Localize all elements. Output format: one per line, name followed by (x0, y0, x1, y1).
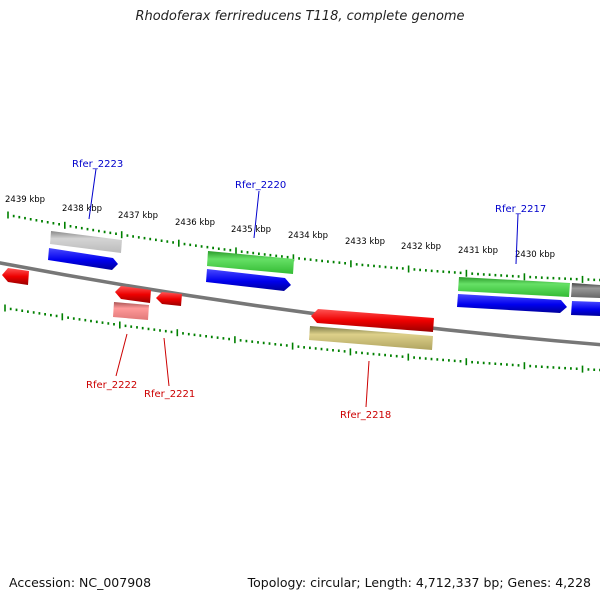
outer-forward-ring (50, 231, 600, 298)
gene-gray-right[interactable] (571, 283, 600, 298)
gene-Rfer_2222-arrow[interactable] (115, 286, 151, 303)
scale-label: 2431 kbp (458, 246, 498, 256)
leader-Rfer_2220 (253, 190, 260, 239)
label-leaders (88, 168, 519, 408)
genome-backbone (0, 261, 600, 347)
gene-Rfer_2217-green[interactable] (458, 277, 570, 297)
gene-blue-right[interactable] (571, 301, 600, 316)
scale-labels: 2439 kbp 2438 kbp 2437 kbp 2436 kbp 2435… (5, 195, 555, 260)
gene-labels: Rfer_2223 Rfer_2220 Rfer_2217 Rfer_2222 … (72, 159, 546, 421)
leader-Rfer_2223 (88, 168, 97, 220)
gene-Rfer_2223-gray[interactable] (50, 231, 122, 253)
gene-Rfer_2218-arrow[interactable] (311, 309, 434, 332)
forward-cds-ring (48, 248, 600, 316)
scale-label: 2438 kbp (62, 204, 102, 214)
topology-text: Topology: circular; Length: 4,712,337 bp… (247, 575, 591, 590)
gene-left-edge-arrow[interactable] (2, 268, 29, 285)
leader-Rfer_2217 (515, 213, 519, 265)
gene-label-Rfer_2222[interactable]: Rfer_2222 (86, 380, 137, 391)
gene-Rfer_2222-pink[interactable] (113, 302, 149, 320)
leader-Rfer_2222 (115, 333, 128, 377)
gene-Rfer_2217-arrow[interactable] (457, 294, 567, 313)
reverse-strand-ticks (4, 304, 600, 373)
scale-label: 2436 kbp (175, 218, 215, 228)
forward-strand-ticks (7, 211, 600, 283)
leader-Rfer_2218 (365, 360, 370, 408)
gene-label-Rfer_2217[interactable]: Rfer_2217 (495, 204, 546, 215)
scale-label: 2437 kbp (118, 211, 158, 221)
gene-label-Rfer_2218[interactable]: Rfer_2218 (340, 410, 391, 421)
gene-Rfer_2223-arrow[interactable] (48, 248, 118, 270)
gene-Rfer_2220-green[interactable] (207, 251, 294, 274)
gene-Rfer_2220-arrow[interactable] (206, 269, 291, 291)
gene-Rfer_2221-arrow[interactable] (156, 292, 182, 306)
leader-Rfer_2221 (163, 337, 170, 387)
scale-label: 2439 kbp (5, 195, 45, 205)
gene-label-Rfer_2221[interactable]: Rfer_2221 (144, 389, 195, 400)
reverse-cds-ring (2, 268, 434, 332)
page-title: Rhodoferax ferrireducens T118, complete … (135, 9, 465, 24)
gene-label-Rfer_2223[interactable]: Rfer_2223 (72, 159, 123, 170)
outer-reverse-ring (113, 302, 433, 350)
gene-Rfer_2218-olive[interactable] (309, 326, 433, 350)
gene-label-Rfer_2220[interactable]: Rfer_2220 (235, 180, 286, 191)
scale-label: 2433 kbp (345, 237, 385, 247)
scale-label: 2435 kbp (231, 225, 271, 235)
scale-label: 2432 kbp (401, 242, 441, 252)
scale-label: 2434 kbp (288, 231, 328, 241)
accession-text: Accession: NC_007908 (9, 575, 152, 590)
scale-label: 2430 kbp (515, 250, 555, 260)
